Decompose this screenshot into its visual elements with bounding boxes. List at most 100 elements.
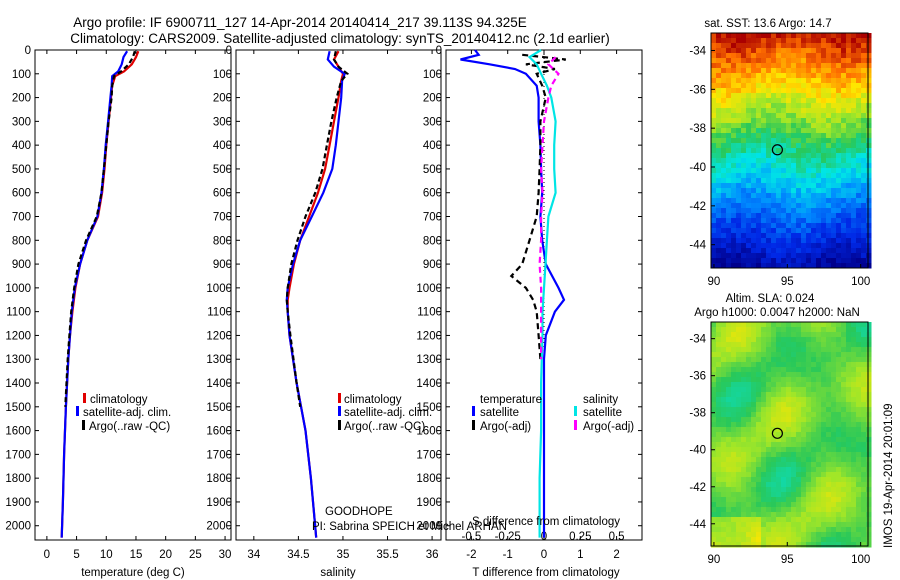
heatmap-cell xyxy=(831,512,837,518)
heatmap-cell xyxy=(766,63,772,69)
heatmap-cell xyxy=(791,93,797,99)
heatmap-cell xyxy=(816,512,822,518)
heatmap-cell xyxy=(856,542,862,548)
heatmap-cell xyxy=(731,522,737,528)
heatmap-cell xyxy=(791,183,797,189)
heatmap-cell xyxy=(776,442,782,448)
depth-tick-label: 1700 xyxy=(206,449,232,461)
heatmap-cell xyxy=(726,427,732,433)
heatmap-cell xyxy=(731,332,737,338)
heatmap-cell xyxy=(791,148,797,154)
heatmap-cell xyxy=(766,193,772,199)
heatmap-cell xyxy=(766,223,772,229)
heatmap-cell xyxy=(866,38,872,44)
heatmap-cell xyxy=(856,527,862,533)
heatmap-cell xyxy=(801,178,807,184)
heatmap-cell xyxy=(841,143,847,149)
heatmap-cell xyxy=(821,188,827,194)
heatmap-cell xyxy=(801,502,807,508)
map-y-tick-label: -38 xyxy=(689,408,706,420)
heatmap-cell xyxy=(791,253,797,259)
heatmap-cell xyxy=(716,88,722,94)
heatmap-cell xyxy=(731,392,737,398)
heatmap-cell xyxy=(721,362,727,368)
heatmap-cell xyxy=(721,93,727,99)
heatmap-cell xyxy=(826,347,832,353)
heatmap-cell xyxy=(806,412,812,418)
heatmap-cell xyxy=(861,68,867,74)
heatmap-cell xyxy=(801,218,807,224)
heatmap-cell xyxy=(736,128,742,134)
heatmap-cell xyxy=(791,482,797,488)
heatmap-cell xyxy=(786,392,792,398)
heatmap-cell xyxy=(861,83,867,89)
heatmap-cell xyxy=(711,522,717,528)
heatmap-cell xyxy=(726,173,732,179)
heatmap-cell xyxy=(856,377,862,383)
heatmap-cell xyxy=(831,517,837,523)
heatmap-cell xyxy=(716,502,722,508)
heatmap-cell xyxy=(811,138,817,144)
heatmap-cell xyxy=(751,397,757,403)
heatmap-cell xyxy=(866,258,872,264)
heatmap-cell xyxy=(866,158,872,164)
heatmap-cell xyxy=(731,173,737,179)
heatmap-cell xyxy=(761,123,767,129)
heatmap-cell xyxy=(756,83,762,89)
heatmap-cell xyxy=(741,153,747,159)
heatmap-cell xyxy=(821,332,827,338)
heatmap-cell xyxy=(781,118,787,124)
heatmap-cell xyxy=(771,148,777,154)
heatmap-cell xyxy=(841,422,847,428)
heatmap-cell xyxy=(761,178,767,184)
heatmap-cell xyxy=(851,462,857,468)
heatmap-cell xyxy=(756,148,762,154)
heatmap-cell xyxy=(826,507,832,513)
heatmap-cell xyxy=(711,412,717,418)
heatmap-cell xyxy=(766,73,772,79)
heatmap-cell xyxy=(771,213,777,219)
heatmap-cell xyxy=(856,78,862,84)
heatmap-cell xyxy=(786,397,792,403)
heatmap-cell xyxy=(756,377,762,383)
heatmap-cell xyxy=(781,442,787,448)
heatmap-cell xyxy=(866,103,872,109)
heatmap-cell xyxy=(751,347,757,353)
heatmap-cell xyxy=(826,407,832,413)
heatmap-cell xyxy=(796,253,802,259)
heatmap-cell xyxy=(861,73,867,79)
heatmap-cell xyxy=(751,517,757,523)
heatmap-cell xyxy=(806,397,812,403)
heatmap-cell xyxy=(726,128,732,134)
heatmap-cell xyxy=(811,357,817,363)
heatmap-cell xyxy=(791,158,797,164)
heatmap-cell xyxy=(836,243,842,249)
heatmap-cell xyxy=(786,73,792,79)
heatmap-cell xyxy=(751,53,757,59)
heatmap-cell xyxy=(721,133,727,139)
heatmap-cell xyxy=(861,183,867,189)
heatmap-cell xyxy=(756,68,762,74)
heatmap-cell xyxy=(811,502,817,508)
heatmap-cell xyxy=(791,397,797,403)
heatmap-cell xyxy=(866,452,872,458)
heatmap-cell xyxy=(741,193,747,199)
heatmap-cell xyxy=(766,402,772,408)
heatmap-cell xyxy=(856,263,862,269)
heatmap-cell xyxy=(856,487,862,493)
heatmap-cell xyxy=(861,422,867,428)
heatmap-cell xyxy=(851,118,857,124)
heatmap-cell xyxy=(731,228,737,234)
heatmap-cell xyxy=(756,183,762,189)
heatmap-cell xyxy=(811,392,817,398)
heatmap-cell xyxy=(766,432,772,438)
heatmap-cell xyxy=(746,73,752,79)
heatmap-cell xyxy=(816,163,822,169)
heatmap-cell xyxy=(811,93,817,99)
heatmap-cell xyxy=(731,193,737,199)
map-x-tick-label: 100 xyxy=(851,276,870,288)
heatmap-cell xyxy=(781,53,787,59)
heatmap-cell xyxy=(841,163,847,169)
heatmap-cell xyxy=(801,362,807,368)
heatmap-cell xyxy=(746,402,752,408)
